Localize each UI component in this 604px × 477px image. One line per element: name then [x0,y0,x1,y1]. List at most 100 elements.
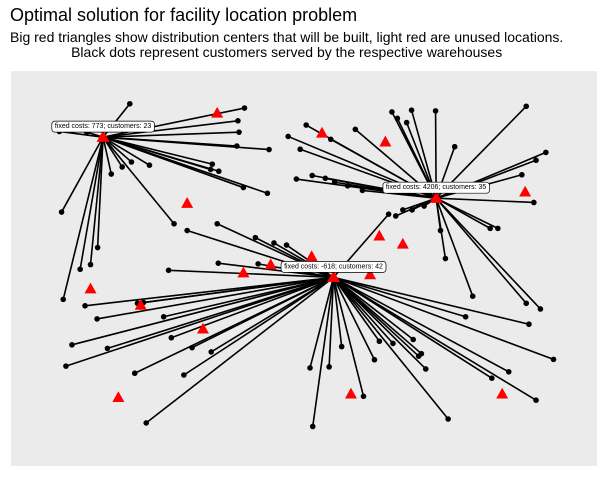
assignment-line [332,277,343,347]
customer-dot [128,159,135,165]
assignment-line [102,136,213,165]
customer-dot [409,207,415,213]
customer-dot [283,242,290,248]
assignment-line [96,276,334,320]
customer-dot [189,344,195,351]
customer-dot [487,225,493,232]
customer-dot [394,115,401,122]
customer-dot [266,146,272,153]
customer-dot [531,199,537,206]
built-warehouse-marker [96,130,110,142]
unused-warehouse-marker [134,298,147,310]
customer-dot [533,397,539,404]
built-warehouse-marker [326,270,340,283]
customer-dot [462,313,469,320]
customer-dot [252,234,259,241]
assignment-line [143,276,334,304]
customer-dot [543,149,549,156]
customer-dot [207,166,214,173]
unused-warehouse-marker [211,106,224,118]
customer-dot [181,372,187,378]
customer-dot [240,184,247,191]
customer-dot [303,122,309,128]
customer-dot [385,211,392,217]
customer-dot [344,182,351,189]
unused-warehouse-marker [519,185,532,197]
customer-dot [371,356,378,363]
customer-dot [208,349,214,355]
assignment-line [171,276,334,339]
customer-dot [127,100,133,107]
assignment-line [103,136,270,151]
customer-dot [104,345,111,352]
customer-dot [285,133,291,140]
customer-dot [216,168,222,175]
unused-warehouse-marker [112,391,125,403]
assignment-line [362,189,437,200]
customer-dot [376,338,383,345]
assignment-line [102,120,239,138]
subtitle-line-1: Big red triangles show distribution cent… [10,29,564,45]
assignment-line [333,276,510,373]
assignment-line [102,136,113,175]
warehouse-label: fixed costs: 4206; customers: 35 [386,184,486,191]
customer-dot [293,176,300,182]
customer-dot [94,316,100,322]
assignment-line [96,137,104,248]
customer-dot [389,109,395,115]
customer-dot [168,334,175,341]
assignment-line [332,276,449,420]
customer-dot [403,119,410,126]
unused-warehouse-marker [379,135,392,147]
customer-dot [131,370,138,377]
customer-dot [415,353,422,359]
customer-dot [359,187,366,194]
customer-dot [309,423,316,430]
unused-warehouses [84,106,532,403]
customer-dot [523,300,530,307]
customer-dot [236,129,242,135]
customer-dot [526,321,532,328]
customer-dot [143,420,150,426]
customer-dot [352,126,359,133]
customer-dot [94,244,101,251]
unused-warehouse-marker [84,282,97,294]
warehouse-label-box [51,120,155,133]
unused-warehouse-marker [264,258,277,270]
customer-dot [82,302,88,309]
customer-dot [215,260,222,266]
customer-dot [489,375,495,381]
unused-warehouse-marker [305,250,318,262]
customer-dot [271,240,277,246]
customer-dot [360,393,367,400]
customer-dot [469,293,476,299]
warehouse-label-box [280,261,387,273]
assignment-line [333,276,554,361]
customer-dot [60,296,67,303]
assignment-line [436,197,534,204]
customer-dot [108,171,115,177]
customer-dot [165,267,172,274]
customer-dot [297,146,303,153]
customer-dot [390,340,396,347]
assignment-line [333,276,466,318]
customer-dot [400,207,406,213]
built-warehouses [96,130,443,283]
chart-title: Optimal solution for facility location p… [10,5,358,25]
customer-dot [533,157,539,164]
assignment-line [102,136,175,225]
assignment-line [332,277,376,361]
customer-dot [408,107,415,113]
assignment-line [65,276,334,367]
assignment-line [435,197,499,230]
customer-dot [445,416,451,422]
customer-dot [255,261,261,267]
warehouse-label-box [382,181,490,194]
customer-dot [410,336,417,343]
assignment-line [168,269,334,279]
customer-dot [505,369,512,375]
warehouse-labels: fixed costs: 773; customers: 23 fixed cos… [51,120,490,273]
customer-dot [519,171,525,178]
assignment-line [60,136,104,213]
